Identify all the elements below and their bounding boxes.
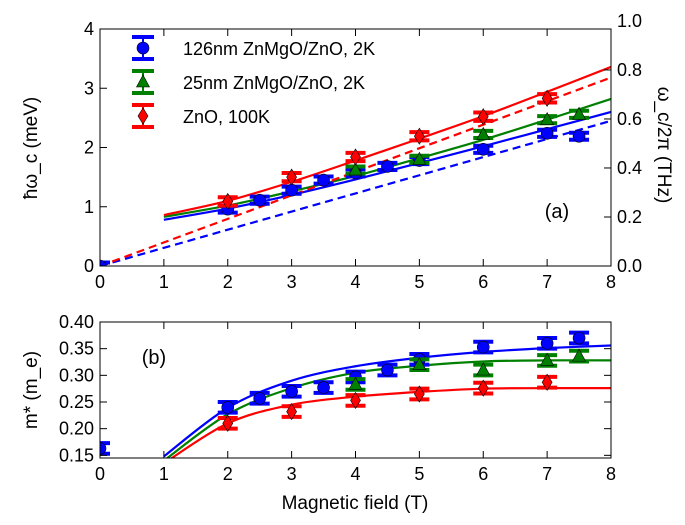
y-axis-label-bottom: m* (m_e) (21, 351, 42, 429)
data-point (350, 148, 361, 166)
data-point (476, 126, 491, 140)
data-point (381, 160, 394, 173)
x-tick-label: 4 (350, 272, 360, 292)
legend-item: 25nm ZnMgO/ZnO, 2K (132, 69, 365, 95)
legend-marker (137, 107, 149, 125)
x-tick-label: 1 (159, 272, 169, 292)
legend-item: 126nm ZnMgO/ZnO, 2K (132, 35, 375, 61)
legend-marker (135, 74, 151, 88)
data-point (348, 162, 363, 176)
panel-a: 0 1 2 3 4 5 6 7 8 0 1 2 3 4 0.0 0.2 0.4 0.6 0.8 1.0 (84, 11, 642, 292)
panel-b-label: (b) (142, 347, 166, 369)
y-tick-label: 1 (84, 197, 94, 217)
data-point (317, 173, 330, 187)
y-axis-label-top: ħω_c (meV) (21, 97, 42, 199)
y-tick-label: 0 (84, 256, 94, 276)
plot-frame (99, 28, 612, 267)
data-point (541, 373, 553, 391)
legend-item: ZnO, 100K (132, 103, 270, 129)
y-tick-label: 0.20 (59, 419, 94, 439)
x-tick-label: 0 (95, 464, 105, 484)
data-point (572, 348, 587, 362)
plot-area (100, 65, 611, 266)
data-point (317, 381, 330, 394)
data-point (541, 89, 553, 107)
data-point (540, 352, 555, 366)
y-right-tick-label: 0.4 (617, 158, 642, 178)
data-point (381, 363, 394, 377)
legend-label: 25nm ZnMgO/ZnO, 2K (183, 73, 365, 93)
data-point (253, 391, 266, 405)
y-tick-label: 0.30 (59, 365, 94, 385)
y-tick-label: 0.35 (59, 339, 94, 359)
data-point (540, 126, 554, 140)
x-tick-label: 8 (606, 464, 616, 484)
y-tick-label: 3 (84, 78, 94, 98)
data-point (285, 385, 298, 398)
x-tick-label: 4 (350, 464, 360, 484)
y-right-tick-label: 1.0 (617, 11, 642, 31)
y-right-tick-label: 0.8 (617, 60, 642, 80)
x-tick-label: 3 (287, 272, 297, 292)
legend-label: ZnO, 100K (183, 107, 270, 127)
data-point (221, 401, 235, 414)
x-tick-label: 6 (478, 272, 488, 292)
y-tick-label: 4 (84, 19, 94, 39)
data-point (540, 337, 554, 350)
x-tick-label: 8 (606, 272, 616, 292)
x-tick-label: 7 (542, 272, 552, 292)
y-right-tick-label: 0.2 (617, 207, 642, 227)
panel-b: 0 1 2 3 4 5 6 7 8 0.15 0.20 0.25 0.30 0.35 0.40 (59, 312, 616, 484)
x-tick-label: 2 (223, 464, 233, 484)
data-point (414, 385, 425, 403)
x-tick-label: 1 (159, 464, 169, 484)
y-tick-label: 0.25 (59, 392, 94, 412)
y-tick-label: 0.15 (59, 445, 94, 465)
data-point (285, 183, 298, 197)
data-point (477, 108, 489, 126)
data-point (414, 127, 425, 145)
data-point (350, 391, 361, 409)
data-point (348, 376, 363, 390)
data-point (286, 403, 297, 421)
x-tick-label: 5 (414, 272, 424, 292)
y-tick-label: 2 (84, 138, 94, 158)
data-point (572, 129, 586, 143)
data-point (253, 193, 266, 207)
data-point (477, 379, 489, 397)
legend: 126nm ZnMgO/ZnO, 2K 25nm ZnMgO/ZnO, 2K ZnO… (132, 35, 375, 129)
legend-marker (136, 41, 150, 55)
data-point (100, 259, 107, 266)
y-axis-label-right: ω_c/2π (THz) (653, 87, 674, 204)
data-point (540, 112, 555, 125)
y-right-tick-label: 0.0 (617, 256, 642, 276)
x-tick-label: 0 (95, 272, 105, 292)
data-point (286, 168, 297, 186)
plot-frame (99, 321, 612, 459)
data-point (222, 192, 234, 210)
legend-label: 126nm ZnMgO/ZnO, 2K (183, 39, 375, 59)
x-tick-label: 5 (414, 464, 424, 484)
plot-area (100, 330, 611, 458)
data-point (572, 106, 587, 120)
data-point (572, 331, 586, 345)
linear-fit-dashed (100, 119, 611, 266)
data-point (412, 151, 427, 165)
data-point (222, 414, 234, 432)
data-point (476, 142, 490, 156)
data-point (412, 357, 427, 370)
y-tick-label: 0.40 (59, 312, 94, 332)
panel-a-label: (a) (545, 201, 569, 223)
y-right-tick-label: 0.6 (617, 109, 642, 129)
x-tick-label: 2 (223, 272, 233, 292)
data-point (100, 442, 107, 455)
x-tick-label: 6 (478, 464, 488, 484)
data-point (476, 340, 490, 354)
x-tick-label: 3 (287, 464, 297, 484)
x-tick-label: 7 (542, 464, 552, 484)
data-point (476, 362, 491, 376)
x-axis-label: Magnetic field (T) (282, 493, 429, 514)
